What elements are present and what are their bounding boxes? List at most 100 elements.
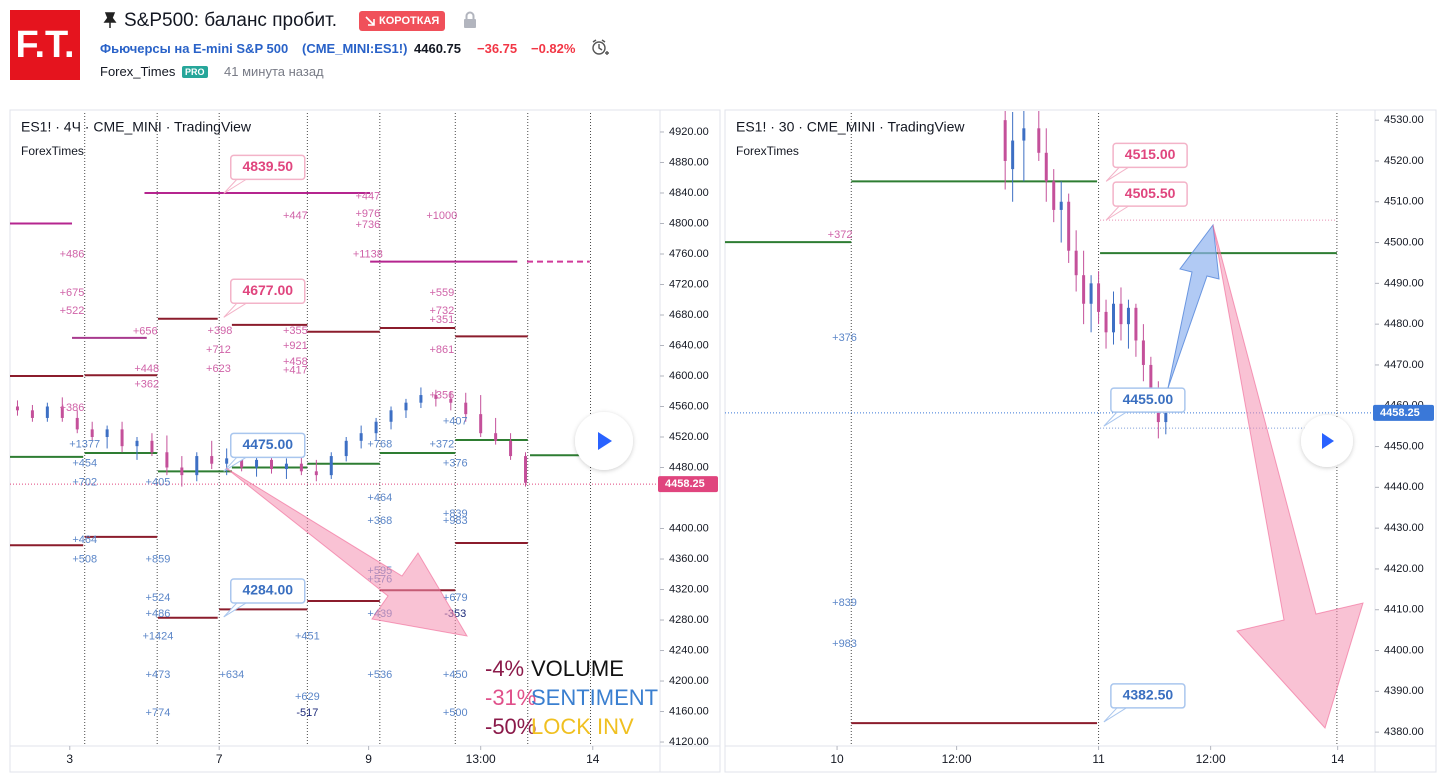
symbol-name[interactable]: Фьючерсы на E-mini S&P 500 (100, 41, 289, 56)
last-price-box (658, 476, 718, 493)
legend-change: -4% (485, 656, 524, 681)
candle-body (1011, 140, 1015, 170)
right-panel-frame (724, 109, 1437, 773)
candle-body (120, 429, 124, 447)
volume-annotation: +398 (208, 325, 233, 337)
x-tick-label: 10 (830, 752, 844, 766)
candle-body (1074, 250, 1078, 276)
volume-annotation: +376 (443, 458, 468, 470)
volume-annotation: +450 (443, 669, 468, 681)
candle-body (509, 440, 513, 457)
volume-annotation: +376 (832, 332, 857, 344)
callout-label: 4505.50 (1125, 185, 1176, 201)
volume-annotation: +417 (283, 365, 308, 377)
candle-body (90, 429, 94, 438)
x-tick-label: 12:00 (942, 752, 972, 766)
candle-body (1003, 120, 1007, 161)
candle-body (60, 406, 64, 418)
volume-annotation: +839 (443, 508, 468, 520)
candle-body (1044, 152, 1048, 182)
volume-annotation: +355 (283, 325, 308, 337)
candle-body (225, 458, 229, 464)
chart-subtitle: ForexTimes (21, 144, 84, 158)
candle-body (180, 467, 184, 476)
y-tick-label: 4390.00 (1384, 685, 1424, 697)
volume-annotation: +351 (429, 314, 454, 326)
candle-body (1141, 340, 1145, 365)
logo-text: F.T. (15, 24, 75, 66)
legend-name: VOLUME (531, 656, 624, 681)
callout-pointer (223, 177, 249, 194)
volume-annotation: +536 (367, 669, 392, 681)
y-tick-label: 4420.00 (1384, 563, 1424, 575)
x-tick-label: 3 (66, 752, 73, 766)
y-tick-label: 4480.00 (1384, 318, 1424, 330)
candle-body (165, 452, 169, 468)
callout-label: 4475.00 (242, 436, 293, 452)
last-price-box (1373, 404, 1434, 421)
up-arrow (1167, 223, 1220, 389)
symbol-change-pct: −0.82% (531, 41, 576, 56)
volume-annotation: +447 (355, 191, 380, 203)
pin-icon (103, 12, 117, 28)
candle-body (404, 402, 408, 411)
chart-subtitle: ForexTimes (736, 144, 799, 158)
volume-annotation: +356 (429, 390, 454, 402)
post-time: 41 минута назад (224, 64, 324, 79)
x-tick-label: 12:00 (1196, 752, 1226, 766)
volume-annotation: +508 (72, 554, 97, 566)
badge-text: КОРОТКАЯ (379, 15, 440, 27)
y-tick-label: 4160.00 (669, 705, 709, 717)
volume-annotation: +983 (832, 638, 857, 650)
author[interactable]: Forex_Times (100, 64, 176, 79)
y-tick-label: 4200.00 (669, 675, 709, 687)
alert-icon[interactable] (590, 38, 610, 58)
x-tick-label: 7 (216, 752, 223, 766)
candle-body (494, 433, 498, 441)
volume-annotation: +656 (133, 326, 158, 338)
candle-body (1126, 307, 1130, 325)
y-tick-label: 4320.00 (669, 583, 709, 595)
y-tick-label: 4720.00 (669, 278, 709, 290)
callout-pointer (1103, 410, 1129, 427)
volume-annotation: +634 (220, 669, 245, 681)
callout-pointer (223, 601, 249, 618)
volume-annotation: +407 (443, 416, 468, 428)
volume-annotation: +447 (283, 210, 308, 222)
candle-body (1089, 283, 1093, 304)
candle-body (255, 459, 259, 468)
candle-body (1059, 201, 1063, 210)
volume-annotation: +861 (429, 344, 454, 356)
volume-annotation: +679 (443, 592, 468, 604)
symbol-code[interactable]: (CME_MINI:ES1!) (302, 41, 408, 56)
volume-annotation: +368 (367, 515, 392, 527)
volume-annotation: +486 (146, 608, 171, 620)
play-button[interactable] (1301, 415, 1353, 467)
volume-annotation: +1138 (353, 249, 383, 261)
callout-label: 4382.50 (1123, 687, 1174, 703)
volume-annotation: +448 (134, 363, 159, 375)
candle-body (449, 398, 453, 403)
candle-body (1164, 412, 1168, 423)
callout-box (1112, 181, 1188, 207)
candle-body (389, 410, 393, 422)
short-badge: КОРОТКАЯ (359, 11, 446, 31)
candle-body (195, 456, 199, 476)
callout-box (230, 154, 306, 181)
legend-change: -50% (485, 714, 536, 739)
header: F.T. S&P500: баланс пробит. КОРОТКАЯ Фью… (0, 0, 1442, 100)
candle-body (434, 395, 438, 399)
y-tick-label: 4880.00 (669, 156, 709, 168)
y-tick-label: 4280.00 (669, 614, 709, 626)
callout-label: 4839.50 (242, 158, 293, 174)
candle-body (1082, 275, 1086, 304)
y-tick-label: 4120.00 (669, 736, 709, 748)
play-button[interactable] (575, 412, 633, 470)
y-tick-label: 4680.00 (669, 309, 709, 321)
y-tick-label: 4520.00 (669, 431, 709, 443)
legend-name: LOCK INV (531, 714, 634, 739)
candle-body (1112, 303, 1116, 333)
x-tick-label: 11 (1092, 752, 1105, 766)
volume-annotation: +451 (295, 631, 320, 643)
x-tick-label: 14 (586, 752, 600, 766)
